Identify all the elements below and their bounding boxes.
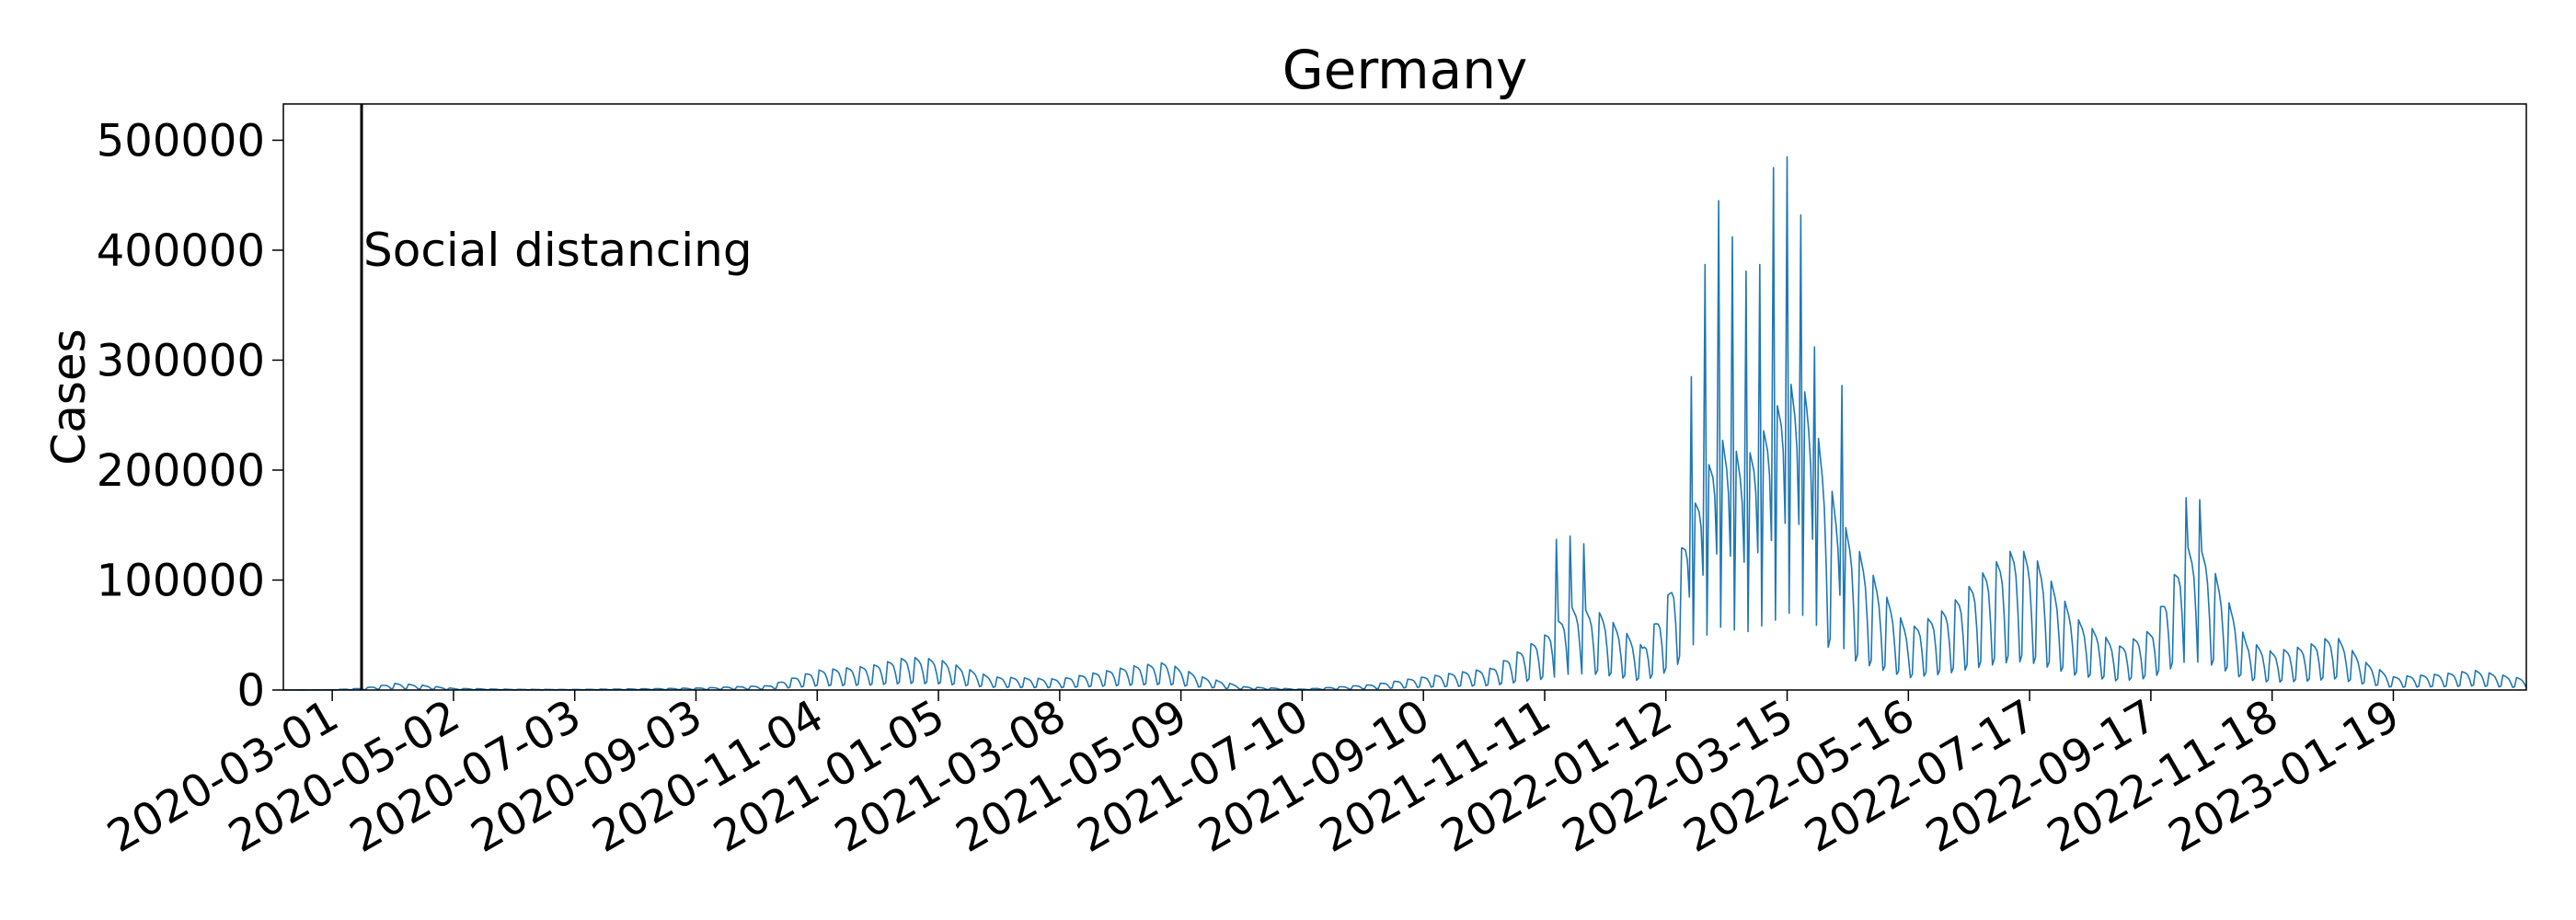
y-tick-label: 100000 [97, 555, 265, 606]
series-line-0 [283, 155, 2527, 691]
axis-ticks: 01000002000003000004000005000002020-03-0… [97, 115, 2409, 862]
y-tick-label: 400000 [97, 225, 265, 277]
annotation-label: Social distancing [363, 224, 753, 277]
chart-title: Germany [1282, 39, 1528, 101]
plot-frame [282, 103, 2527, 691]
annotations: Social distancing [360, 104, 753, 690]
y-axis-label: Cases [42, 328, 96, 465]
y-tick-label: 200000 [97, 445, 265, 497]
y-tick-label: 0 [236, 665, 265, 717]
plot-area [283, 155, 2527, 691]
y-tick-label: 500000 [97, 115, 265, 167]
y-tick-label: 300000 [97, 335, 265, 386]
